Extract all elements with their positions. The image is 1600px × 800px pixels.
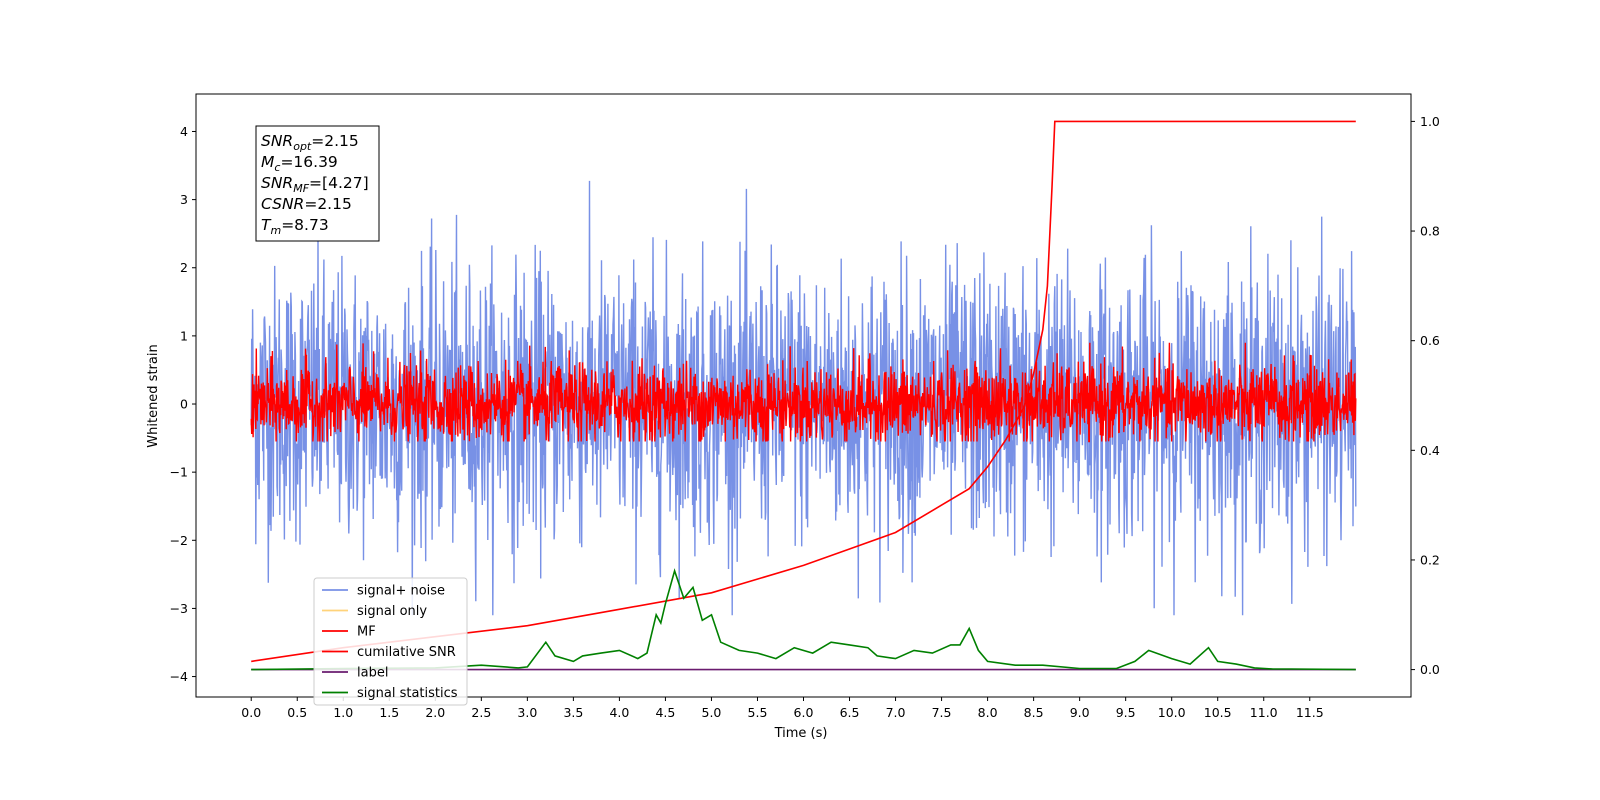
x-tick-label: 4.5 [655, 705, 675, 720]
y-tick-label: 1 [180, 328, 188, 343]
info-line: Mc=16.39 [261, 153, 338, 174]
x-tick-label: 11.0 [1250, 705, 1278, 720]
x-tick-label: 10.5 [1204, 705, 1232, 720]
x-tick-label: 7.0 [886, 705, 906, 720]
legend: signal+ noise signal only MF cumilative SNR… [313, 577, 468, 706]
x-tick-label: 4.0 [609, 705, 629, 720]
legend-label: signal statistics [357, 686, 458, 701]
y2-tick-label: 0.2 [1420, 552, 1440, 567]
info-line: SNRMF=[4.27] [261, 174, 369, 195]
y-tick-label: 3 [180, 192, 188, 207]
x-tick-label: 1.0 [333, 705, 353, 720]
series-mf-line [250, 342, 1357, 443]
y2-tick-label: 0.8 [1420, 224, 1440, 239]
x-tick-label: 10.0 [1158, 705, 1186, 720]
x-tick-label: 2.0 [425, 705, 445, 720]
info-line: SNRopt=2.15 [261, 132, 359, 153]
y-tick-label: −1 [170, 465, 188, 480]
x-tick-label: 3.0 [517, 705, 537, 720]
y-axis-label: Whitened strain [146, 344, 161, 447]
y-axis: −4 −3 −2 −1 0 1 2 3 4 [170, 124, 196, 684]
y2-tick-label: 0.0 [1420, 662, 1440, 677]
legend-label: label [357, 666, 388, 681]
x-tick-label: 8.5 [1024, 705, 1044, 720]
series-signal-statistics-line [251, 568, 1356, 671]
y2-axis: 0.0 0.2 0.4 0.6 0.8 1.0 [1411, 114, 1440, 677]
x-tick-label: 0.5 [287, 705, 307, 720]
x-tick-label: 5.0 [702, 705, 722, 720]
y-tick-label: 2 [180, 260, 188, 275]
x-tick-label: 1.5 [379, 705, 399, 720]
x-tick-label: 8.0 [978, 705, 998, 720]
x-axis-label: Time (s) [774, 726, 828, 741]
y2-tick-label: 1.0 [1420, 114, 1440, 129]
y-tick-label: 0 [180, 397, 188, 412]
y2-tick-label: 0.4 [1420, 443, 1440, 458]
y-tick-label: −3 [170, 601, 188, 616]
info-box: SNRopt=2.15Mc=16.39SNRMF=[4.27]CSNR=2.15… [255, 125, 380, 242]
x-tick-label: 7.5 [932, 705, 952, 720]
legend-label: signal+ noise [357, 584, 445, 599]
legend-label: MF [357, 625, 376, 640]
y-tick-label: −4 [170, 669, 188, 684]
x-tick-label: 3.5 [563, 705, 583, 720]
y2-tick-label: 0.6 [1420, 333, 1440, 348]
info-line: CSNR=2.15 [261, 195, 352, 213]
x-tick-label: 6.0 [794, 705, 814, 720]
info-box-frame [255, 125, 380, 242]
x-tick-label: 9.5 [1116, 705, 1136, 720]
x-tick-label: 9.0 [1070, 705, 1090, 720]
y-tick-label: 4 [180, 124, 188, 139]
x-tick-label: 0.0 [241, 705, 261, 720]
info-line: Tm=8.73 [261, 216, 329, 237]
x-tick-label: 6.5 [840, 705, 860, 720]
x-tick-label: 5.5 [748, 705, 768, 720]
x-axis: 0.0 0.5 1.0 1.5 2.0 2.5 3.0 3.5 4.0 4.5 5.0 5.5 6.0 6… [241, 697, 1324, 720]
legend-label: signal only [357, 604, 427, 619]
y-tick-label: −2 [170, 533, 188, 548]
legend-label: cumilative SNR [357, 645, 456, 660]
x-tick-label: 2.5 [471, 705, 491, 720]
legend-frame [313, 577, 468, 706]
x-tick-label: 11.5 [1296, 705, 1324, 720]
series-cumulative-snr-line [251, 120, 1356, 663]
